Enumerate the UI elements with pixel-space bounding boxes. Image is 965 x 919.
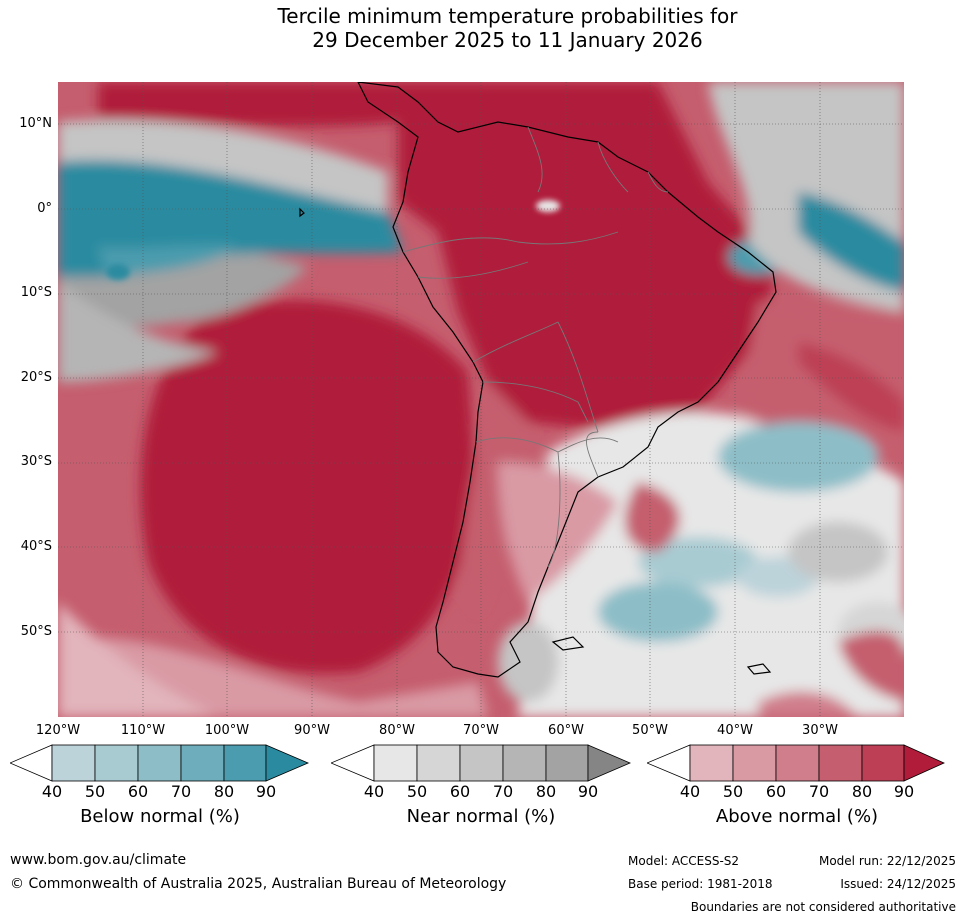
lat-label-0: 0° — [37, 201, 52, 216]
above-normal-colorbar — [647, 744, 945, 782]
lon-label-50w: 50°W — [632, 723, 668, 738]
lon-label-80w: 80°W — [379, 723, 415, 738]
lat-label-30s: 30°S — [20, 454, 52, 469]
near-tick-80: 80 — [535, 782, 557, 801]
near-tick-70: 70 — [492, 782, 514, 801]
below-normal-title: Below normal (%) — [80, 806, 240, 827]
below-tick-80: 80 — [213, 782, 235, 801]
near-tick-50: 50 — [406, 782, 428, 801]
above-normal-title: Above normal (%) — [715, 806, 879, 827]
above-tick-80: 80 — [851, 782, 873, 801]
lat-label-40s: 40°S — [20, 539, 52, 554]
lon-label-120w: 120°W — [35, 723, 81, 738]
near-tick-40: 40 — [363, 782, 385, 801]
above-tick-40: 40 — [679, 782, 701, 801]
lat-label-20s: 20°S — [20, 370, 52, 385]
lon-label-30w: 30°W — [802, 723, 838, 738]
model-run-label: Model run: 22/12/2025 — [818, 854, 956, 868]
above-tick-50: 50 — [722, 782, 744, 801]
country-boundaries — [402, 126, 669, 568]
copyright-text: © Commonwealth of Australia 2025, Austra… — [10, 876, 507, 892]
title-line-1: Tercile minimum temperature probabilitie… — [277, 4, 738, 28]
graticule — [58, 82, 904, 717]
above-tick-70: 70 — [808, 782, 830, 801]
below-tick-50: 50 — [84, 782, 106, 801]
islands — [299, 207, 772, 675]
lat-label-50s: 50°S — [20, 624, 52, 639]
map-title: Tercile minimum temperature probabilitie… — [0, 4, 965, 52]
lat-label-10s: 10°S — [20, 285, 52, 300]
near-normal-title: Near normal (%) — [406, 806, 556, 827]
below-normal-colorbar — [10, 744, 310, 782]
lon-label-40w: 40°W — [717, 723, 753, 738]
above-tick-60: 60 — [765, 782, 787, 801]
below-tick-90: 90 — [255, 782, 277, 801]
below-tick-40: 40 — [41, 782, 63, 801]
title-line-2: 29 December 2025 to 11 January 2026 — [312, 28, 703, 52]
below-tick-70: 70 — [170, 782, 192, 801]
issued-label: Issued: 24/12/2025 — [840, 877, 956, 891]
lat-label-10n: 10°N — [19, 116, 52, 131]
near-tick-60: 60 — [449, 782, 471, 801]
probability-map — [58, 82, 904, 717]
below-tick-60: 60 — [127, 782, 149, 801]
near-normal-colorbar — [331, 744, 631, 782]
map-canvas — [58, 82, 904, 717]
website-link[interactable]: www.bom.gov.au/climate — [10, 852, 187, 868]
model-label: Model: ACCESS-S2 — [628, 854, 740, 868]
disclaimer-text: Boundaries are not considered authoritat… — [690, 900, 956, 914]
lon-label-70w: 70°W — [463, 723, 499, 738]
lon-label-110w: 110°W — [120, 723, 166, 738]
base-period-label: Base period: 1981-2018 — [628, 877, 773, 891]
lon-label-60w: 60°W — [548, 723, 584, 738]
near-tick-90: 90 — [577, 782, 599, 801]
above-tick-90: 90 — [893, 782, 915, 801]
lon-label-90w: 90°W — [294, 723, 330, 738]
lon-label-100w: 100°W — [204, 723, 250, 738]
